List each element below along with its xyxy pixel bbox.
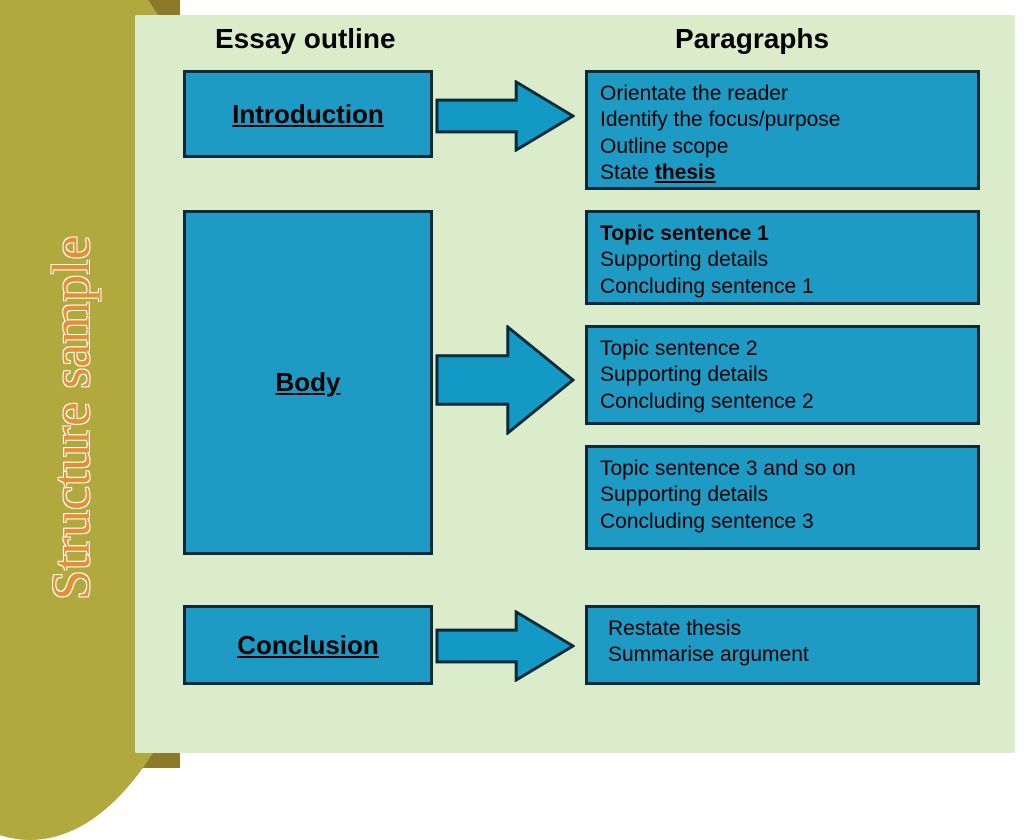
- para-b2-l1: Topic sentence 2: [600, 336, 965, 362]
- para-intro-l2: Identify the focus/purpose: [600, 107, 965, 133]
- paragraph-conclusion-box: Restate thesis Summarise argument: [585, 605, 980, 685]
- header-paragraphs: Paragraphs: [675, 23, 829, 55]
- outline-body-label: Body: [186, 367, 430, 398]
- para-intro-l4: State thesis: [600, 160, 965, 186]
- outline-introduction-label: Introduction: [186, 99, 430, 130]
- para-b3-l2: Supporting details: [600, 482, 965, 508]
- paragraph-body1-box: Topic sentence 1 Supporting details Conc…: [585, 210, 980, 305]
- outline-introduction-box: Introduction: [183, 70, 433, 158]
- para-intro-l3: Outline scope: [600, 134, 965, 160]
- paragraph-intro-box: Orientate the reader Identify the focus/…: [585, 70, 980, 190]
- para-intro-thesis: thesis: [655, 161, 716, 184]
- side-title: Structure sample: [40, 236, 102, 600]
- para-b2-l3: Concluding sentence 2: [600, 389, 965, 415]
- paragraph-body3-box: Topic sentence 3 and so on Supporting de…: [585, 445, 980, 550]
- arrow-conclusion-icon: [435, 610, 575, 682]
- header-essay-outline: Essay outline: [215, 23, 396, 55]
- para-intro-l1: Orientate the reader: [600, 81, 965, 107]
- para-concl-l2: Summarise argument: [608, 642, 965, 668]
- content-panel: Essay outline Paragraphs Introduction Bo…: [135, 15, 1015, 753]
- paragraph-body2-box: Topic sentence 2 Supporting details Conc…: [585, 325, 980, 425]
- para-b3-l1: Topic sentence 3 and so on: [600, 456, 965, 482]
- para-b3-l3: Concluding sentence 3: [600, 509, 965, 535]
- para-concl-l1: Restate thesis: [608, 616, 965, 642]
- para-intro-l4a: State: [600, 161, 655, 184]
- para-b2-l2: Supporting details: [600, 362, 965, 388]
- para-b1-l3: Concluding sentence 1: [600, 274, 965, 300]
- outline-conclusion-box: Conclusion: [183, 605, 433, 685]
- outline-conclusion-label: Conclusion: [186, 630, 430, 661]
- arrow-intro-icon: [435, 80, 575, 152]
- para-b1-l1: Topic sentence 1: [600, 221, 965, 247]
- outline-body-box: Body: [183, 210, 433, 555]
- arrow-body-icon: [435, 325, 575, 435]
- para-b1-l2: Supporting details: [600, 247, 965, 273]
